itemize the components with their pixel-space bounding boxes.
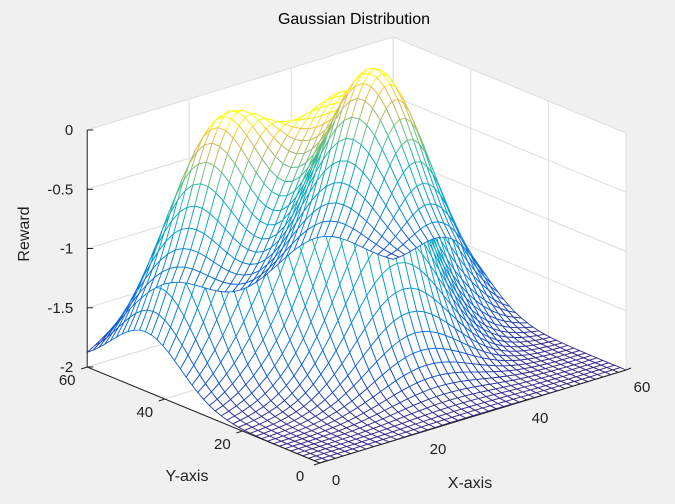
y-tick-label-60: 60 [59,372,76,389]
x-tick-mark-40 [523,398,530,402]
y-tick-mark-20 [236,430,243,434]
y-tick-label-20: 20 [214,436,231,453]
y-axis-line [87,366,321,464]
y-tick-mark-0 [313,462,321,466]
x-tick-label-20: 20 [430,441,447,458]
z-tick-label-1: -1.5 [47,300,73,317]
chart-title: Gaussian Distribution [278,11,430,28]
axis-lines [81,129,632,466]
x-tick-label-60: 60 [634,379,651,396]
y-tick-mark-40 [158,398,165,402]
x-tick-label-0: 0 [332,472,340,489]
z-axis-label: Reward [16,206,33,261]
x-tick-label-40: 40 [532,410,549,427]
mesh-cell [86,341,102,353]
grid-side-z-4 [393,36,627,134]
x-axis-line [319,369,627,464]
grid-side-z-3 [393,95,627,193]
grid-back-z-4 [87,36,394,131]
x-tick-mark-60 [625,367,632,371]
y-tick-label-0: 0 [296,468,304,485]
z-tick-label-2: -1 [60,241,73,258]
z-tick-label-0: -2 [60,359,73,376]
z-tick-label-4: 0 [65,122,73,139]
z-tick-label-3: -0.5 [47,181,73,198]
x-tick-mark-20 [421,429,428,433]
y-tick-label-40: 40 [136,404,153,421]
y-tick-mark-60 [81,366,88,370]
x-axis-label: X-axis [448,475,492,492]
y-axis-label: Y-axis [166,468,209,485]
x-tick-mark-0 [319,460,326,464]
surface-mesh [86,68,627,464]
